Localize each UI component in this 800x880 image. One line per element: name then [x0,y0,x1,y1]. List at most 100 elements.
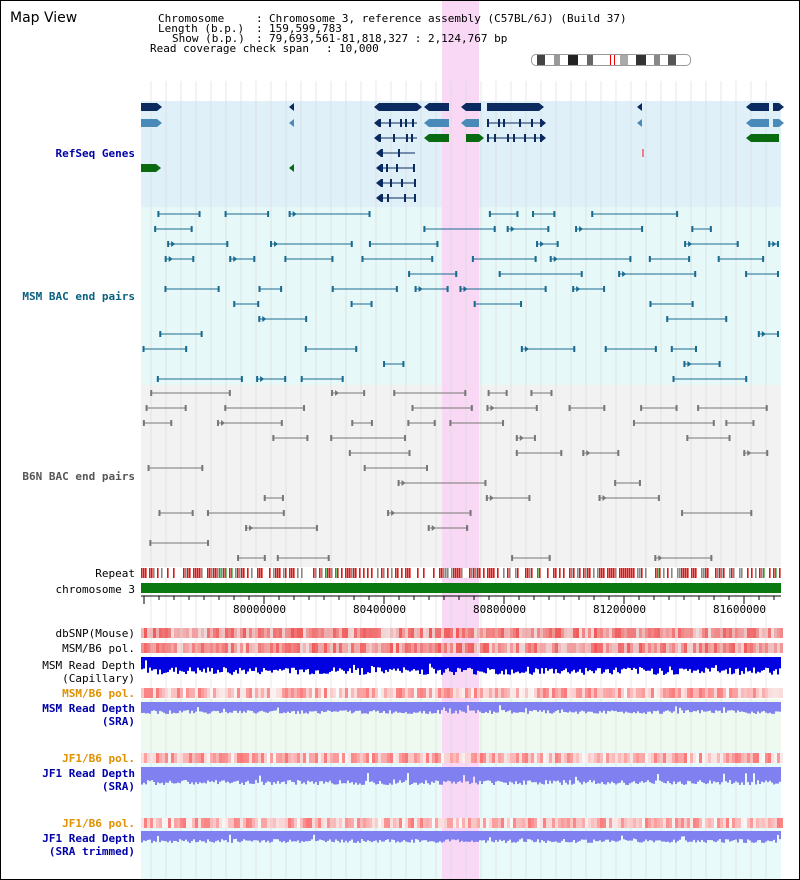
msm-depth-capillary-bar [677,657,679,675]
jf1-depth-trimmed-bar [223,831,225,841]
msm-b6-pol-heat-cell [585,643,588,653]
jf1-depth-trimmed-bar [611,831,613,841]
msm-depth-capillary-bar [249,657,251,669]
track-label-msm-bac[interactable]: MSM BAC end pairs [22,290,135,303]
msm-depth-capillary-bar [519,657,521,674]
msm-depth-capillary-bar [573,657,575,670]
msm-b6-pol-heat-cell [402,643,405,653]
msm-bac-pair-end [777,241,779,247]
repeat-element [297,568,299,578]
strand-arrow [156,164,161,172]
jf1-depth-sra-bar [565,767,567,783]
jf1-depth-trimmed-bar [695,831,697,843]
jf1-depth-trimmed-bar [579,831,581,841]
refseq-gene [773,119,779,127]
msm-depth-capillary-bar [185,657,187,675]
chromosome-ideogram[interactable] [531,54,691,66]
repeat-element [493,568,495,578]
msm-depth-capillary-bar [501,657,503,671]
track-label-chromosome[interactable]: chromosome 3 [55,583,135,596]
track-label-jf1-depth-trimmed[interactable]: JF1 Read Depth [42,832,135,845]
msm-b6-pol-heat-cell [330,643,333,653]
jf1-depth-sra-bar [517,767,519,785]
b6n-bac-pair-arrow [602,495,607,501]
msm-depth-capillary-bar [223,657,225,668]
msm-b6-pol-heat-cell [192,643,195,653]
track-label-jf1-depth-trimmed-sub: (SRA trimmed) [48,845,135,858]
jf1-b6-pol-trimmed-heat-cell [342,818,345,828]
jf1-depth-trimmed-bar [255,831,257,841]
repeat-element [219,568,221,578]
jf1-depth-trimmed-bar [391,831,393,840]
msm-depth-sra-bar [521,702,523,713]
repeat-element [731,568,733,578]
track-label-msm-depth-sra[interactable]: MSM Read Depth [42,702,135,715]
msm-b6-pol-sra-heat-cell [489,688,492,698]
jf1-depth-sra-bar [615,767,617,785]
jf1-depth-sra-bar [543,767,545,785]
jf1-depth-sra-bar [643,767,645,783]
msm-depth-sra-bar [433,702,435,714]
repeat-element [773,568,775,578]
track-label-msm-b6-pol-sra[interactable]: MSM/B6 pol. [62,687,135,700]
msm-depth-sra-bar [577,702,579,714]
track-label-dbsnp[interactable]: dbSNP(Mouse) [55,627,135,640]
jf1-depth-sra-bar [325,767,327,782]
track-label-b6n-bac[interactable]: B6N BAC end pairs [22,470,135,483]
jf1-b6-pol-trimmed-heat-cell [756,818,759,828]
jf1-depth-trimmed-bar [729,831,731,842]
msm-depth-sra-bar [339,702,341,711]
msm-depth-sra-bar [257,702,259,713]
track-label-jf1-depth-sra[interactable]: JF1 Read Depth [42,767,135,780]
msm-depth-capillary-bar [653,657,655,675]
jf1-depth-trimmed-bar [511,831,513,843]
track-label-repeat[interactable]: Repeat [95,567,135,580]
track-label-msm-b6-pol[interactable]: MSM/B6 pol. [62,642,135,655]
dbsnp-heat-cell [453,628,456,638]
track-label-msm-depth-capillary[interactable]: MSM Read Depth [42,659,135,672]
msm-depth-capillary-bar [265,657,267,671]
ideogram-band [587,55,593,65]
msm-bac-pair-end [233,301,236,307]
msm-b6-pol-sra-heat-cell [363,688,366,698]
msm-b6-pol-heat-cell [705,643,708,653]
jf1-b6-pol-heat-cell [258,753,261,763]
repeat-element [141,568,143,578]
repeat-element [383,568,385,578]
msm-b6-pol-heat-cell [552,643,555,653]
repeat-element [611,568,613,578]
info-chromosome-value: Chromosome 3, reference assembly (C57BL/… [269,12,627,25]
jf1-b6-pol-trimmed-heat-cell [561,818,564,828]
selected-region-highlight[interactable] [442,1,479,879]
b6n-bac-pair-end [272,435,275,441]
jf1-b6-pol-heat-cell [756,753,759,763]
dbsnp-heat-cell [336,628,339,638]
jf1-b6-pol-trimmed-heat-cell [141,818,144,828]
jf1-b6-pol-trimmed-heat-cell [648,818,651,828]
msm-b6-pol-sra-heat-cell [591,688,594,698]
track-label-jf1-b6-pol-trimmed[interactable]: JF1/B6 pol. [62,817,135,830]
repeat-element [667,568,669,578]
refseq-gene [751,134,779,142]
msm-depth-sra-bar [531,702,533,712]
msm-depth-sra-bar [225,702,227,712]
track-label-jf1-b6-pol[interactable]: JF1/B6 pol. [62,752,135,765]
track-label-refseq[interactable]: RefSeq Genes [55,147,135,160]
jf1-b6-pol-trimmed-heat-cell [465,818,468,828]
jf1-depth-trimmed-bar [723,831,725,843]
dbsnp-heat-cell [627,628,630,638]
jf1-b6-pol-heat-cell [627,753,630,763]
msm-depth-sra-bar [499,702,501,706]
jf1-b6-pol-heat-cell [771,753,774,763]
jf1-depth-trimmed-bar [281,831,283,843]
msm-b6-pol-heat-cell [366,643,369,653]
jf1-b6-pol-heat-cell [567,753,570,763]
dbsnp-heat-cell [177,628,180,638]
msm-depth-capillary-bar [153,657,155,670]
dbsnp-heat-cell [498,628,501,638]
ideogram-position-marker[interactable] [610,55,615,65]
jf1-depth-sra-bar [357,767,359,785]
msm-b6-pol-heat-cell [762,643,765,653]
msm-b6-pol-sra-heat-cell [639,688,642,698]
